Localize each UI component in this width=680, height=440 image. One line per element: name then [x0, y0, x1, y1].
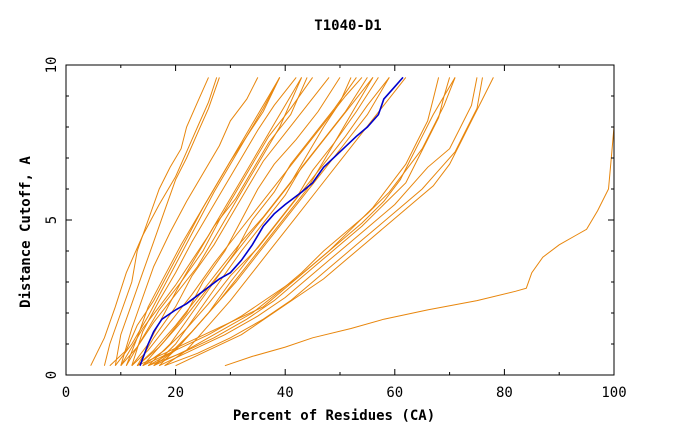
- model-series-line-32: [224, 77, 615, 367]
- model-series-line-20: [136, 77, 374, 367]
- model-series-line-30: [164, 77, 483, 367]
- model-series-line-1: [90, 77, 218, 366]
- ticks-layer: 0 20 40 60 80 100 0 5 10: [44, 57, 627, 401]
- model-series-line-8: [136, 77, 330, 366]
- model-series-line-19: [142, 77, 390, 367]
- model-series-line-27: [148, 77, 456, 367]
- y-axis-label: Distance Cutoff, A: [18, 156, 34, 308]
- x-tick-label-100: 100: [601, 385, 626, 401]
- model-series-line-29: [158, 77, 478, 367]
- model-series-line-13: [120, 77, 303, 367]
- x-tick-label-60: 60: [386, 385, 403, 401]
- model-series-line-23: [153, 77, 374, 367]
- chart-title: T1040-D1: [314, 18, 381, 34]
- model-series-line-26: [142, 77, 451, 367]
- model-series-line-31: [175, 77, 494, 367]
- x-tick-label-40: 40: [277, 385, 294, 401]
- y-tick-label-10: 10: [44, 57, 60, 74]
- highlight-layer: [139, 76, 404, 366]
- x-tick-label-80: 80: [496, 385, 513, 401]
- model-series-line-28: [153, 77, 456, 367]
- model-series-line-16: [114, 77, 281, 367]
- x-axis-label: Percent of Residues (CA): [233, 408, 435, 424]
- model-series-line-18: [131, 77, 363, 367]
- x-tick-label-0: 0: [62, 385, 70, 401]
- model-series-line-17: [136, 77, 352, 367]
- model-series-line-4: [120, 77, 259, 366]
- x-tick-label-20: 20: [167, 385, 184, 401]
- y-tick-label-5: 5: [44, 216, 60, 224]
- y-tick-label-0: 0: [44, 371, 60, 379]
- model-series-line-15: [109, 77, 281, 367]
- model-series-line-6: [131, 77, 297, 366]
- series-layer: [90, 77, 615, 367]
- model-series-line-2: [103, 77, 209, 366]
- model-series-line-22: [147, 77, 390, 367]
- model-series-line-5: [125, 77, 281, 366]
- highlight-series-line: [139, 76, 404, 366]
- model-series-line-10: [147, 77, 357, 367]
- model-series-line-3: [114, 77, 220, 366]
- model-series-line-25: [136, 77, 440, 367]
- model-series-line-21: [120, 77, 303, 366]
- model-series-line-9: [142, 77, 341, 367]
